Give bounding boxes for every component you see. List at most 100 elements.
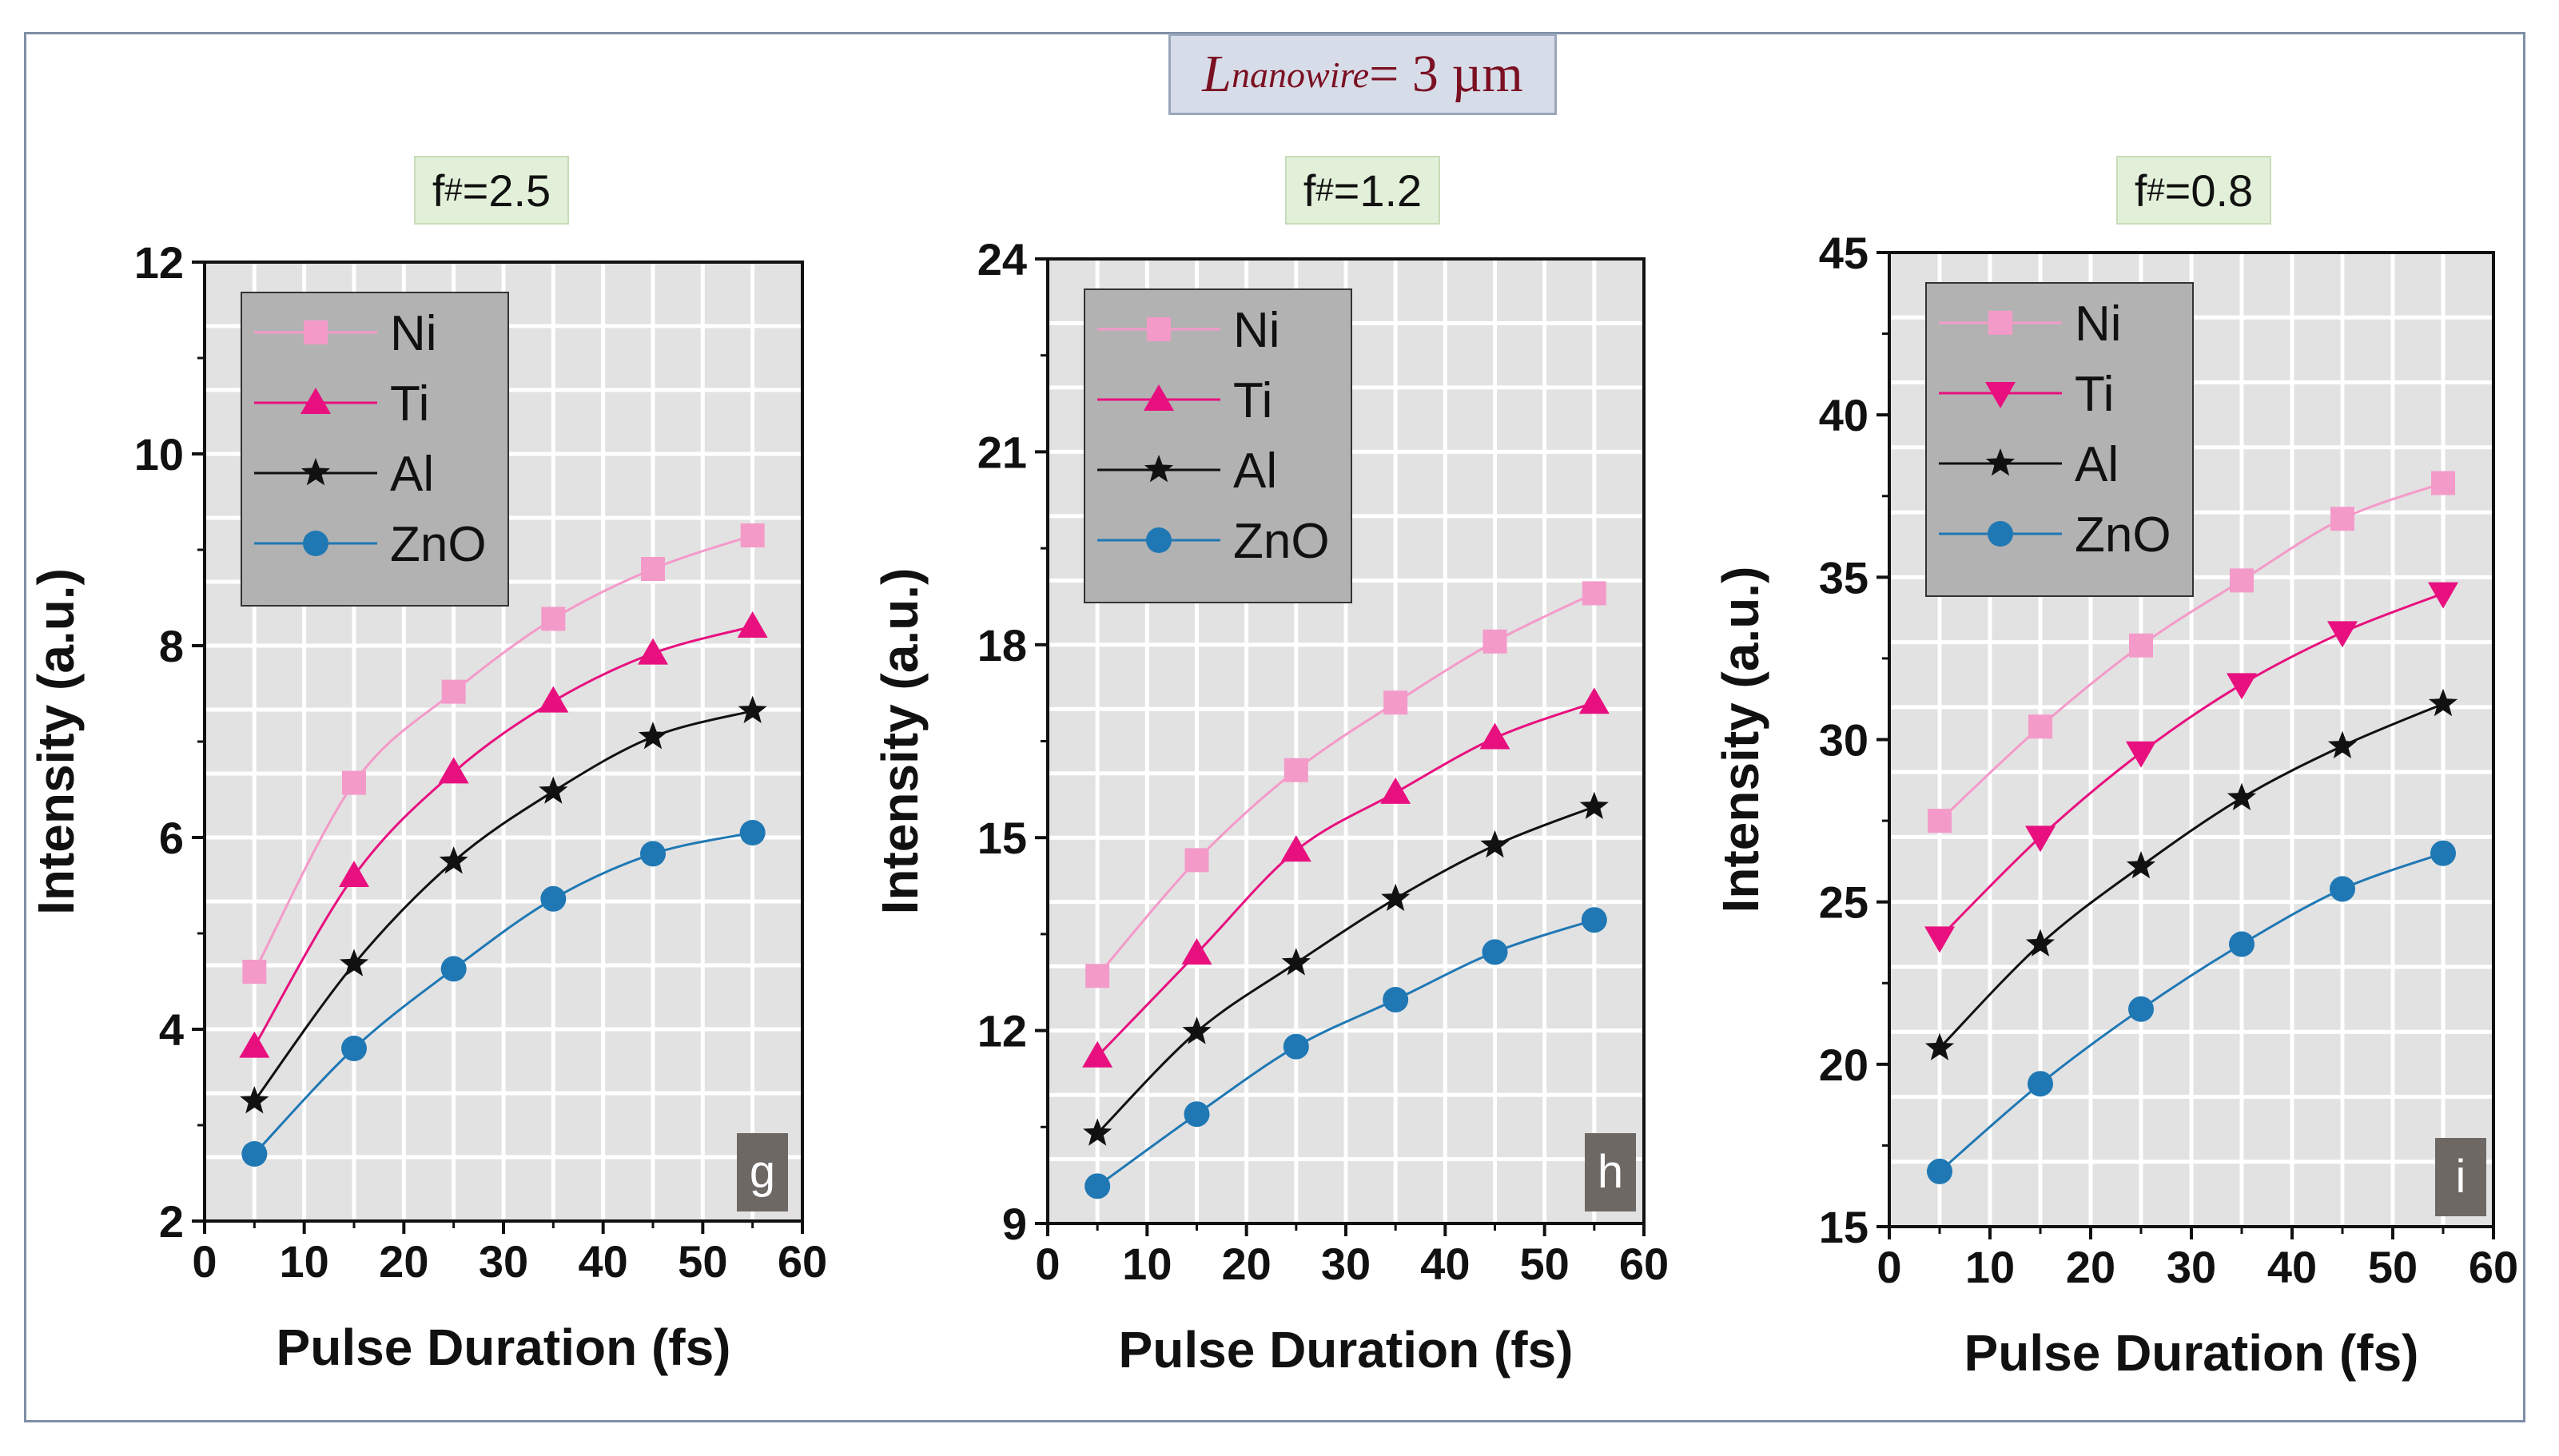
data-point-al bbox=[738, 695, 767, 723]
x-tick-label: 20 bbox=[379, 1236, 428, 1287]
x-tick-label: 20 bbox=[1222, 1239, 1272, 1289]
legend-label-ti: Ti bbox=[1233, 373, 1272, 428]
x-tick-label: 30 bbox=[2167, 1242, 2216, 1292]
data-point-zno bbox=[1084, 1173, 1111, 1199]
data-point-ti bbox=[1181, 938, 1212, 965]
chart-panel-g: 0 10 20 30 40 50 60 2 4 6 8 10 12 Pulse Duration (fs)… bbox=[27, 237, 827, 1376]
x-axis-title: Pulse Duration (fs) bbox=[277, 1319, 731, 1376]
fnumber-subscript: # bbox=[2147, 172, 2165, 208]
legend-box bbox=[241, 292, 509, 607]
data-point-ni bbox=[1184, 848, 1209, 873]
series-zno bbox=[1927, 840, 2456, 1184]
data-point-ti bbox=[538, 686, 569, 713]
data-point-zno bbox=[1283, 1033, 1309, 1060]
legend-marker-ni bbox=[1988, 311, 2012, 335]
data-point-zno bbox=[1581, 907, 1607, 933]
y-tick-label: 35 bbox=[1819, 552, 1869, 603]
y-tick-label: 6 bbox=[159, 813, 184, 863]
y-tick-label: 18 bbox=[977, 620, 1027, 670]
data-point-al bbox=[1281, 948, 1311, 976]
data-point-ni bbox=[1928, 809, 1952, 833]
data-point-al bbox=[1579, 791, 1609, 819]
series-zno bbox=[1084, 907, 1607, 1199]
data-point-ti bbox=[2025, 825, 2056, 853]
legend-marker-zno bbox=[1146, 527, 1172, 553]
title-subscript: nanowire bbox=[1232, 54, 1370, 95]
data-point-al bbox=[1480, 829, 1510, 858]
data-point-ni bbox=[2230, 568, 2254, 593]
data-point-ti bbox=[2126, 741, 2156, 768]
data-point-ti bbox=[1924, 926, 1955, 953]
x-tick-label: 10 bbox=[280, 1236, 329, 1287]
data-point-al bbox=[638, 722, 668, 750]
y-tick-label: 8 bbox=[159, 621, 184, 671]
fnumber-letter: f bbox=[2134, 165, 2147, 216]
title-symbol: L bbox=[1202, 45, 1232, 103]
data-point-ti bbox=[339, 861, 369, 887]
legend-marker-ti bbox=[1144, 384, 1174, 411]
panel-i-fnumber-tag: f # =0.8 bbox=[2116, 156, 2271, 225]
x-tick-label: 0 bbox=[1035, 1239, 1060, 1289]
x-tick-label: 10 bbox=[1122, 1239, 1172, 1289]
legend: Ni Ti Al ZnO bbox=[241, 292, 509, 607]
x-tick-label: 30 bbox=[479, 1236, 528, 1287]
panel-letter: g bbox=[750, 1146, 775, 1198]
y-tick-label: 45 bbox=[1819, 228, 1869, 278]
data-point-zno bbox=[540, 885, 567, 912]
data-point-ti bbox=[737, 611, 768, 638]
data-point-al bbox=[2327, 730, 2358, 758]
data-point-ni bbox=[2431, 471, 2455, 495]
x-tick-label: 30 bbox=[1321, 1239, 1371, 1289]
data-point-zno bbox=[2430, 840, 2456, 866]
data-point-al bbox=[539, 776, 568, 804]
y-tick-label: 12 bbox=[977, 1006, 1027, 1056]
data-point-ti bbox=[1082, 1040, 1113, 1068]
legend-marker-ti bbox=[1985, 382, 2016, 408]
panel-letter-badge bbox=[2435, 1138, 2486, 1216]
data-point-zno bbox=[341, 1036, 367, 1061]
data-point-ti bbox=[1578, 687, 1610, 714]
x-tick-label: 50 bbox=[1520, 1239, 1570, 1289]
legend-label-al: Al bbox=[1233, 444, 1277, 499]
y-tick-label: 2 bbox=[159, 1196, 184, 1247]
fnumber-letter: f bbox=[432, 165, 445, 216]
panel-letter-badge bbox=[737, 1133, 788, 1211]
x-tick-label: 40 bbox=[2267, 1242, 2317, 1292]
data-point-zno bbox=[1482, 939, 1508, 965]
data-point-zno bbox=[2028, 1071, 2053, 1097]
data-point-zno bbox=[241, 1141, 268, 1167]
legend-marker-al bbox=[1144, 455, 1174, 483]
series-ti bbox=[1082, 687, 1610, 1068]
y-tick-label: 4 bbox=[159, 1004, 184, 1055]
y-tick-label: 25 bbox=[1819, 877, 1869, 928]
legend-marker-al bbox=[300, 458, 331, 486]
legend: Ni Ti Al ZnO bbox=[1925, 282, 2194, 597]
series-al bbox=[1924, 688, 2458, 1060]
data-point-ni bbox=[740, 523, 765, 547]
data-point-al bbox=[1381, 883, 1411, 911]
chart-panel-i: 0 10 20 30 40 50 60 15 20 25 30 35 40 45 Pulse Duratio… bbox=[1712, 228, 2518, 1382]
fnumber-letter: f bbox=[1303, 165, 1316, 216]
y-tick-label: 12 bbox=[134, 237, 184, 288]
y-tick-label: 30 bbox=[1819, 715, 1869, 766]
x-tick-label: 0 bbox=[1876, 1242, 1901, 1292]
legend-label-al: Al bbox=[2075, 437, 2119, 492]
y-tick-label: 20 bbox=[1819, 1040, 1869, 1090]
data-point-al bbox=[1083, 1118, 1112, 1146]
data-point-al bbox=[1182, 1016, 1212, 1044]
data-point-zno bbox=[1927, 1158, 1952, 1184]
data-point-ti bbox=[638, 638, 668, 665]
series-ti bbox=[239, 611, 768, 1058]
data-point-ni bbox=[641, 557, 665, 581]
data-point-zno bbox=[2128, 996, 2154, 1022]
y-tick-label: 9 bbox=[1002, 1199, 1027, 1249]
x-tick-label: 0 bbox=[192, 1236, 217, 1287]
data-point-ti bbox=[1280, 835, 1311, 862]
series-ni bbox=[242, 523, 765, 984]
data-point-ni bbox=[541, 607, 566, 631]
x-axis-title: Pulse Duration (fs) bbox=[1964, 1324, 2419, 1382]
data-point-al bbox=[439, 846, 468, 874]
data-point-zno bbox=[1383, 986, 1409, 1012]
legend-label-zno: ZnO bbox=[390, 517, 487, 572]
x-tick-label: 50 bbox=[2368, 1242, 2418, 1292]
